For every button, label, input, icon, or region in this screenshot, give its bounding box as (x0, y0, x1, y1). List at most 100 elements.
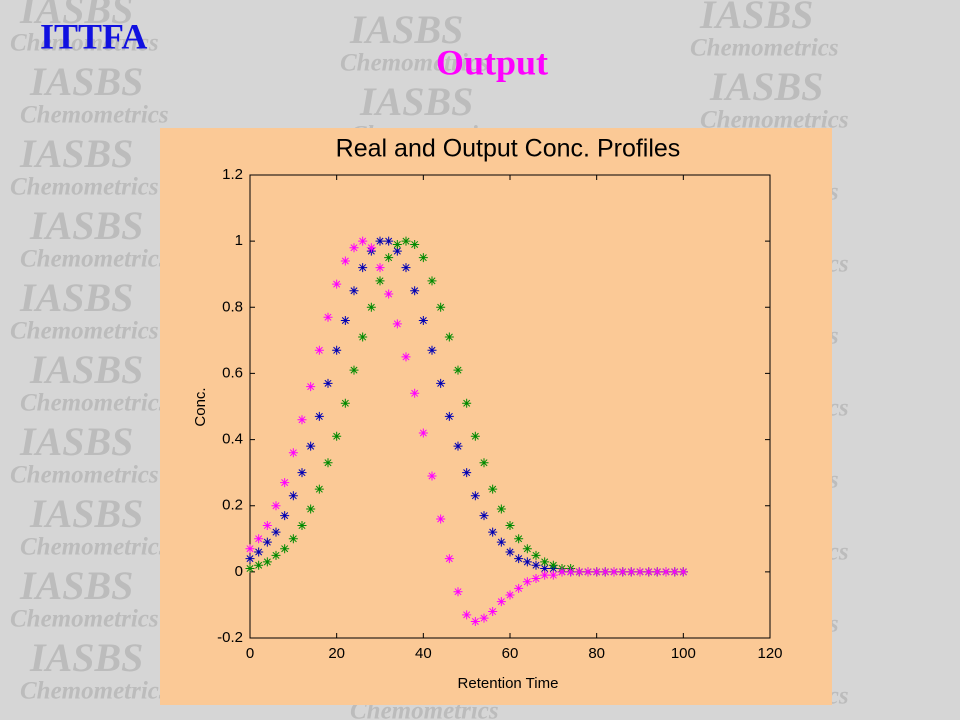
marker (392, 246, 402, 256)
marker (349, 286, 359, 296)
marker (384, 236, 394, 246)
marker (418, 316, 428, 326)
marker (366, 243, 376, 253)
watermark-subtitle: Chemometrics (10, 318, 159, 345)
marker (323, 312, 333, 322)
marker (453, 365, 463, 375)
marker (670, 567, 680, 577)
marker (375, 276, 385, 286)
marker (245, 544, 255, 554)
marker (254, 547, 264, 557)
marker (410, 286, 420, 296)
watermark-subtitle: Chemometrics (20, 102, 169, 129)
marker (479, 458, 489, 468)
marker (262, 521, 272, 531)
marker (340, 316, 350, 326)
marker (384, 253, 394, 263)
marker (540, 564, 550, 574)
watermark-subtitle: Chemometrics (10, 30, 159, 57)
x-tick-label: 60 (502, 645, 519, 662)
marker (280, 478, 290, 488)
marker (392, 239, 402, 249)
marker (531, 550, 541, 560)
marker (618, 567, 628, 577)
marker (488, 527, 498, 537)
watermark-title: IASBS (29, 491, 143, 536)
marker (427, 276, 437, 286)
marker (462, 468, 472, 478)
y-axis-label: Conc. (192, 387, 209, 426)
y-tick-label: 0.6 (222, 364, 243, 381)
marker (410, 239, 420, 249)
watermark-title: IASBS (29, 347, 143, 392)
x-tick-label: 20 (328, 645, 345, 662)
marker (340, 398, 350, 408)
marker (254, 534, 264, 544)
marker (600, 567, 610, 577)
marker (557, 567, 567, 577)
y-tick-label: 1.2 (222, 166, 243, 183)
marker (288, 491, 298, 501)
marker (531, 560, 541, 570)
marker (548, 560, 558, 570)
marker (314, 345, 324, 355)
watermark-subtitle: Chemometrics (10, 606, 159, 633)
watermark-title: IASBS (19, 275, 133, 320)
marker (505, 521, 515, 531)
marker (453, 587, 463, 597)
watermark-title: IASBS (19, 419, 133, 464)
marker (358, 263, 368, 273)
watermark-subtitle: Chemometrics (20, 534, 169, 561)
marker (661, 567, 671, 577)
y-tick-label: -0.2 (217, 629, 243, 646)
marker (245, 564, 255, 574)
marker (496, 504, 506, 514)
x-tick-label: 120 (757, 645, 782, 662)
marker (635, 567, 645, 577)
marker (375, 263, 385, 273)
marker (470, 431, 480, 441)
watermark-subtitle: Chemometrics (340, 50, 489, 77)
series (245, 236, 688, 626)
marker (488, 484, 498, 494)
marker (340, 256, 350, 266)
marker (392, 319, 402, 329)
marker (566, 567, 576, 577)
watermark-subtitle: Chemometrics (20, 390, 169, 417)
marker (522, 544, 532, 554)
figure-background (160, 128, 832, 705)
marker (366, 302, 376, 312)
marker (462, 398, 472, 408)
watermark-title: IASBS (709, 64, 823, 109)
marker (306, 441, 316, 451)
marker (453, 441, 463, 451)
y-tick-label: 0.4 (222, 431, 243, 448)
slide-subtitle: Output (436, 42, 548, 82)
watermark-title: IASBS (19, 563, 133, 608)
marker (436, 378, 446, 388)
marker (462, 610, 472, 620)
marker (522, 557, 532, 567)
marker (297, 415, 307, 425)
marker (358, 332, 368, 342)
marker (297, 521, 307, 531)
marker (522, 577, 532, 587)
marker (444, 554, 454, 564)
axes: 0 20 40 60 80 100 120-0.200.20.40.60.811.2 (217, 166, 782, 662)
x-axis-label: Retention Time (458, 675, 559, 692)
marker (288, 448, 298, 458)
marker (626, 567, 636, 577)
watermark-subtitle: Chemometrics (20, 246, 169, 273)
marker (358, 236, 368, 246)
x-tick-label: 40 (415, 645, 432, 662)
marker (323, 458, 333, 468)
watermark-subtitle: Chemometrics (20, 678, 169, 705)
chart-title: Real and Output Conc. Profiles (336, 135, 681, 163)
marker (262, 537, 272, 547)
marker (314, 484, 324, 494)
marker (436, 514, 446, 524)
watermark-title: IASBS (699, 0, 813, 37)
watermark-title: IASBS (19, 131, 133, 176)
